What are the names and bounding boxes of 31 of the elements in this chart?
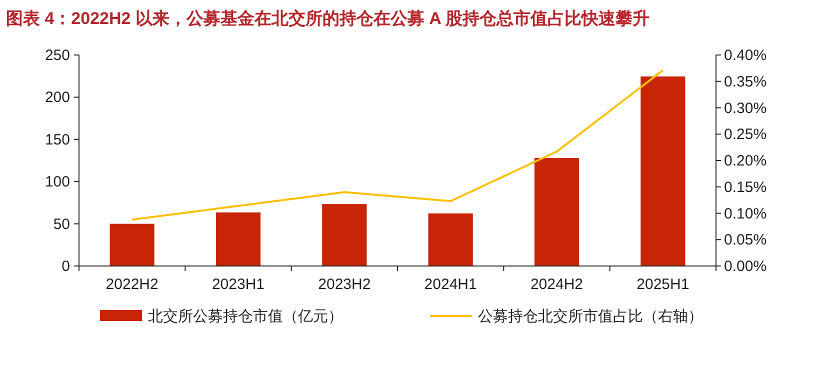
y-tick-label: 0 xyxy=(62,258,70,275)
y2-tick-label: 0.00% xyxy=(724,258,767,275)
x-tick-label: 2022H2 xyxy=(106,276,158,293)
bar xyxy=(428,213,473,266)
y2-tick-label: 0.40% xyxy=(724,47,767,64)
y-tick-label: 100 xyxy=(44,174,70,191)
x-tick-label: 2024H1 xyxy=(424,276,477,293)
bar xyxy=(534,158,580,266)
y-tick-label: 150 xyxy=(44,131,70,148)
y-tick-label: 200 xyxy=(44,89,70,106)
x-tick-label: 2023H2 xyxy=(318,276,371,293)
y2-tick-label: 0.05% xyxy=(724,232,767,249)
y2-tick-label: 0.30% xyxy=(724,100,767,117)
line-series xyxy=(131,69,664,221)
bar xyxy=(322,204,367,266)
x-tick-label: 2023H1 xyxy=(212,276,265,293)
x-tick-label: 2025H1 xyxy=(636,276,690,293)
legend-label: 公募持仓北交所市值占比（右轴） xyxy=(478,308,703,325)
legend-label: 北交所公募持仓市值（亿元） xyxy=(148,308,343,325)
y2-tick-label: 0.35% xyxy=(724,73,767,90)
x-tick-label: 2024H2 xyxy=(530,276,584,293)
bar xyxy=(216,212,261,266)
y2-tick-label: 0.15% xyxy=(724,178,767,196)
y2-tick-label: 0.10% xyxy=(724,205,767,222)
y-tick-label: 50 xyxy=(53,216,70,233)
bar xyxy=(640,76,686,266)
y-tick-label: 250 xyxy=(44,47,70,64)
bar xyxy=(110,224,154,266)
y2-tick-label: 0.25% xyxy=(724,126,767,144)
y2-tick-label: 0.20% xyxy=(724,152,767,170)
chart-title: 图表 4：2022H2 以来，公募基金在北交所的持仓在公募 A 股持仓总市值占比快速攀升 xyxy=(6,9,650,28)
